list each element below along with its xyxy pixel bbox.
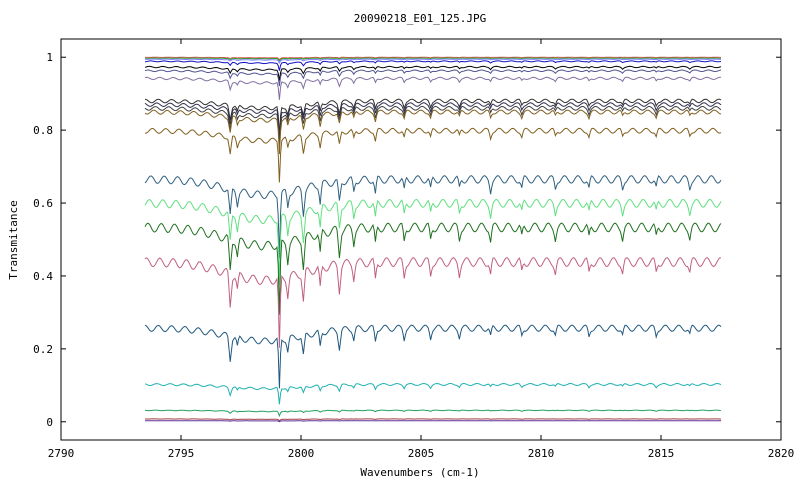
series-line — [144, 109, 722, 155]
series-line — [144, 222, 722, 315]
series-line — [144, 324, 722, 389]
series-group — [144, 56, 722, 423]
x-tick-label: 2790 — [48, 447, 75, 460]
x-tick-label: 2805 — [408, 447, 435, 460]
y-tick-label: 0.6 — [33, 197, 53, 210]
series-line — [145, 420, 721, 423]
plot-frame — [60, 38, 782, 441]
series-line — [144, 409, 722, 418]
x-tick-label: 2795 — [168, 447, 195, 460]
series-line — [144, 60, 722, 71]
series-line — [145, 418, 721, 422]
chart-title: 20090218_E01_125.JPG — [354, 12, 486, 25]
x-tick-label: 2815 — [648, 447, 675, 460]
series-line — [144, 76, 721, 100]
y-tick-label: 0.4 — [33, 270, 53, 283]
y-tick-label: 0.8 — [33, 124, 53, 137]
series-line — [145, 127, 722, 183]
series-line — [144, 98, 722, 136]
y-axis-label: Transmitance — [7, 200, 20, 279]
series-line — [144, 382, 722, 405]
series-line — [144, 198, 722, 285]
y-tick-label: 1 — [46, 51, 53, 64]
series-line — [144, 105, 722, 148]
series-line — [145, 58, 721, 65]
y-axis: 0 0.2 0.4 0.6 0.8 1 — [33, 51, 781, 429]
x-tick-label: 2820 — [768, 447, 795, 460]
series-line — [144, 69, 722, 87]
x-tick-label: 2800 — [288, 447, 315, 460]
x-axis: 2790 2795 2800 2805 2810 2815 2820 — [48, 39, 795, 460]
series-line — [144, 102, 722, 140]
series-line — [144, 257, 722, 348]
series-line — [144, 65, 722, 81]
x-tick-label: 2810 — [528, 447, 555, 460]
series-line — [144, 56, 721, 61]
series-line — [145, 57, 721, 62]
series-line — [144, 175, 722, 259]
y-tick-label: 0 — [46, 416, 53, 429]
y-tick-label: 0.2 — [33, 343, 53, 356]
x-axis-label: Wavenumbers (cm-1) — [360, 466, 479, 479]
